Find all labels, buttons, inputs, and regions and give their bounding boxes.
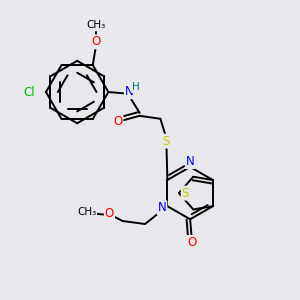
Text: N: N — [125, 85, 134, 98]
Text: O: O — [187, 236, 196, 249]
Text: CH₃: CH₃ — [77, 207, 96, 217]
Text: O: O — [105, 207, 114, 220]
Text: O: O — [91, 35, 101, 48]
Text: Cl: Cl — [24, 85, 35, 98]
Text: N: N — [158, 201, 166, 214]
Text: S: S — [182, 187, 189, 200]
Text: O: O — [113, 115, 122, 128]
Text: S: S — [163, 135, 170, 148]
Text: N: N — [186, 155, 194, 168]
Text: H: H — [132, 82, 140, 92]
Text: CH₃: CH₃ — [86, 20, 106, 31]
